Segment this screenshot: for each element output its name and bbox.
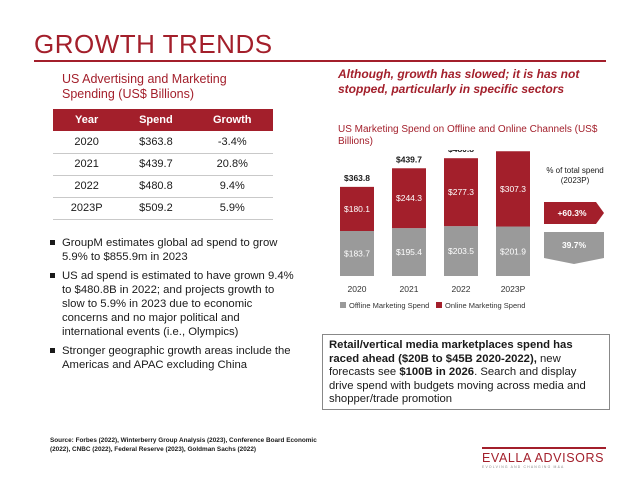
legend-label-online: Online Marketing Spend [445, 301, 525, 310]
brand-rule [482, 447, 606, 449]
data-label-offline: $201.9 [500, 246, 526, 256]
bullet-item: US ad spend is estimated to have grown 9… [50, 269, 295, 339]
page-title: GROWTH TRENDS [34, 29, 273, 59]
data-label-offline: $183.7 [344, 248, 370, 258]
table-cell: 2023P [53, 197, 121, 220]
bullet-item: Stronger geographic growth areas include… [50, 344, 295, 372]
table-row: 2021 $439.7 20.8% [53, 153, 273, 176]
legend-swatch-offline [340, 302, 346, 308]
table-row: 2020 $363.8 -3.4% [53, 131, 273, 154]
data-label-online: $180.1 [344, 204, 370, 214]
bar-offline [444, 226, 478, 276]
table-row: 2022 $480.8 9.4% [53, 175, 273, 198]
table-header-year: Year [53, 109, 121, 131]
bar-offline [496, 226, 530, 276]
chart-title: US Marketing Spend on Offline and Online… [338, 124, 598, 147]
data-label-online: $244.3 [396, 193, 422, 203]
table-cell: $363.8 [120, 131, 192, 154]
share-online-label: +60.3% [557, 208, 587, 218]
bullet-item: GroupM estimates global ad spend to grow… [50, 236, 295, 264]
data-label-offline: $195.4 [396, 247, 422, 257]
brand-tagline: EVOLVING AND CHANGING M&A [482, 465, 565, 469]
bullet-list: GroupM estimates global ad spend to grow… [50, 236, 295, 377]
table-cell: 9.4% [191, 175, 273, 198]
data-label-offline: $203.5 [448, 246, 474, 256]
total-label: $363.8 [344, 173, 370, 183]
table-row: 2023P $509.2 5.9% [53, 197, 273, 220]
share-offline-label: 39.7% [562, 240, 587, 250]
tick-label: 2021 [400, 284, 419, 294]
legend-swatch-online [436, 302, 442, 308]
table-cell: 2020 [53, 131, 121, 154]
bar-online [340, 186, 374, 231]
callout-text-2: . Search and display drive spend with bu… [329, 366, 586, 405]
share-online-shape [544, 202, 604, 224]
data-label-online: $307.3 [500, 184, 526, 194]
section-heading: Although, growth has slowed; it is has n… [338, 67, 580, 96]
spend-table: Year Spend Growth 2020 $363.8 -3.4% 2021… [53, 109, 273, 220]
data-label-online: $277.3 [448, 187, 474, 197]
bar-offline [340, 230, 374, 276]
bar-online [444, 158, 478, 227]
source-note: Source: Forbes (2022), Winterberry Group… [50, 437, 317, 453]
tick-label: 2020 [348, 284, 367, 294]
table-cell: 5.9% [191, 197, 273, 220]
tick-label: 2022 [452, 284, 471, 294]
stacked-bar-chart: $183.7 $180.1 $363.8 2020 $195.4 $244.3 $439.7… [340, 150, 604, 310]
callout-text: new forecasts see [329, 352, 561, 379]
table-cell: $509.2 [120, 197, 192, 220]
callout-box: Retail/vertical media marketplaces spend… [322, 334, 610, 410]
legend-label-offline: Offline Marketing Spend [349, 301, 429, 310]
callout-bold-2: $100B in 2026 [399, 366, 475, 378]
share-offline-shape [544, 232, 604, 264]
title-rule [34, 60, 606, 62]
brand-logo: EVALLA ADVISORS [482, 451, 605, 465]
bar-offline [392, 228, 426, 276]
table-header-spend: Spend [120, 109, 192, 131]
tick-label: 2023P [501, 284, 526, 294]
share-label: % of total spend (2023P) [546, 166, 604, 185]
table-header-growth: Growth [191, 109, 273, 131]
total-label: $480.8 [448, 150, 474, 154]
callout-bold: Retail/vertical media marketplaces spend… [329, 339, 573, 365]
table-cell: $439.7 [120, 153, 192, 176]
table-cell: 2021 [53, 153, 121, 176]
table-cell: -3.4% [191, 131, 273, 154]
bar-online [392, 168, 426, 229]
table-subtitle: US Advertising and Marketing Spending (U… [62, 72, 227, 101]
table-cell: 20.8% [191, 153, 273, 176]
bar-online [496, 151, 530, 227]
table-header-row: Year Spend Growth [53, 109, 273, 131]
total-label: $439.7 [396, 154, 422, 164]
table-cell: $480.8 [120, 175, 192, 198]
table-cell: 2022 [53, 175, 121, 198]
